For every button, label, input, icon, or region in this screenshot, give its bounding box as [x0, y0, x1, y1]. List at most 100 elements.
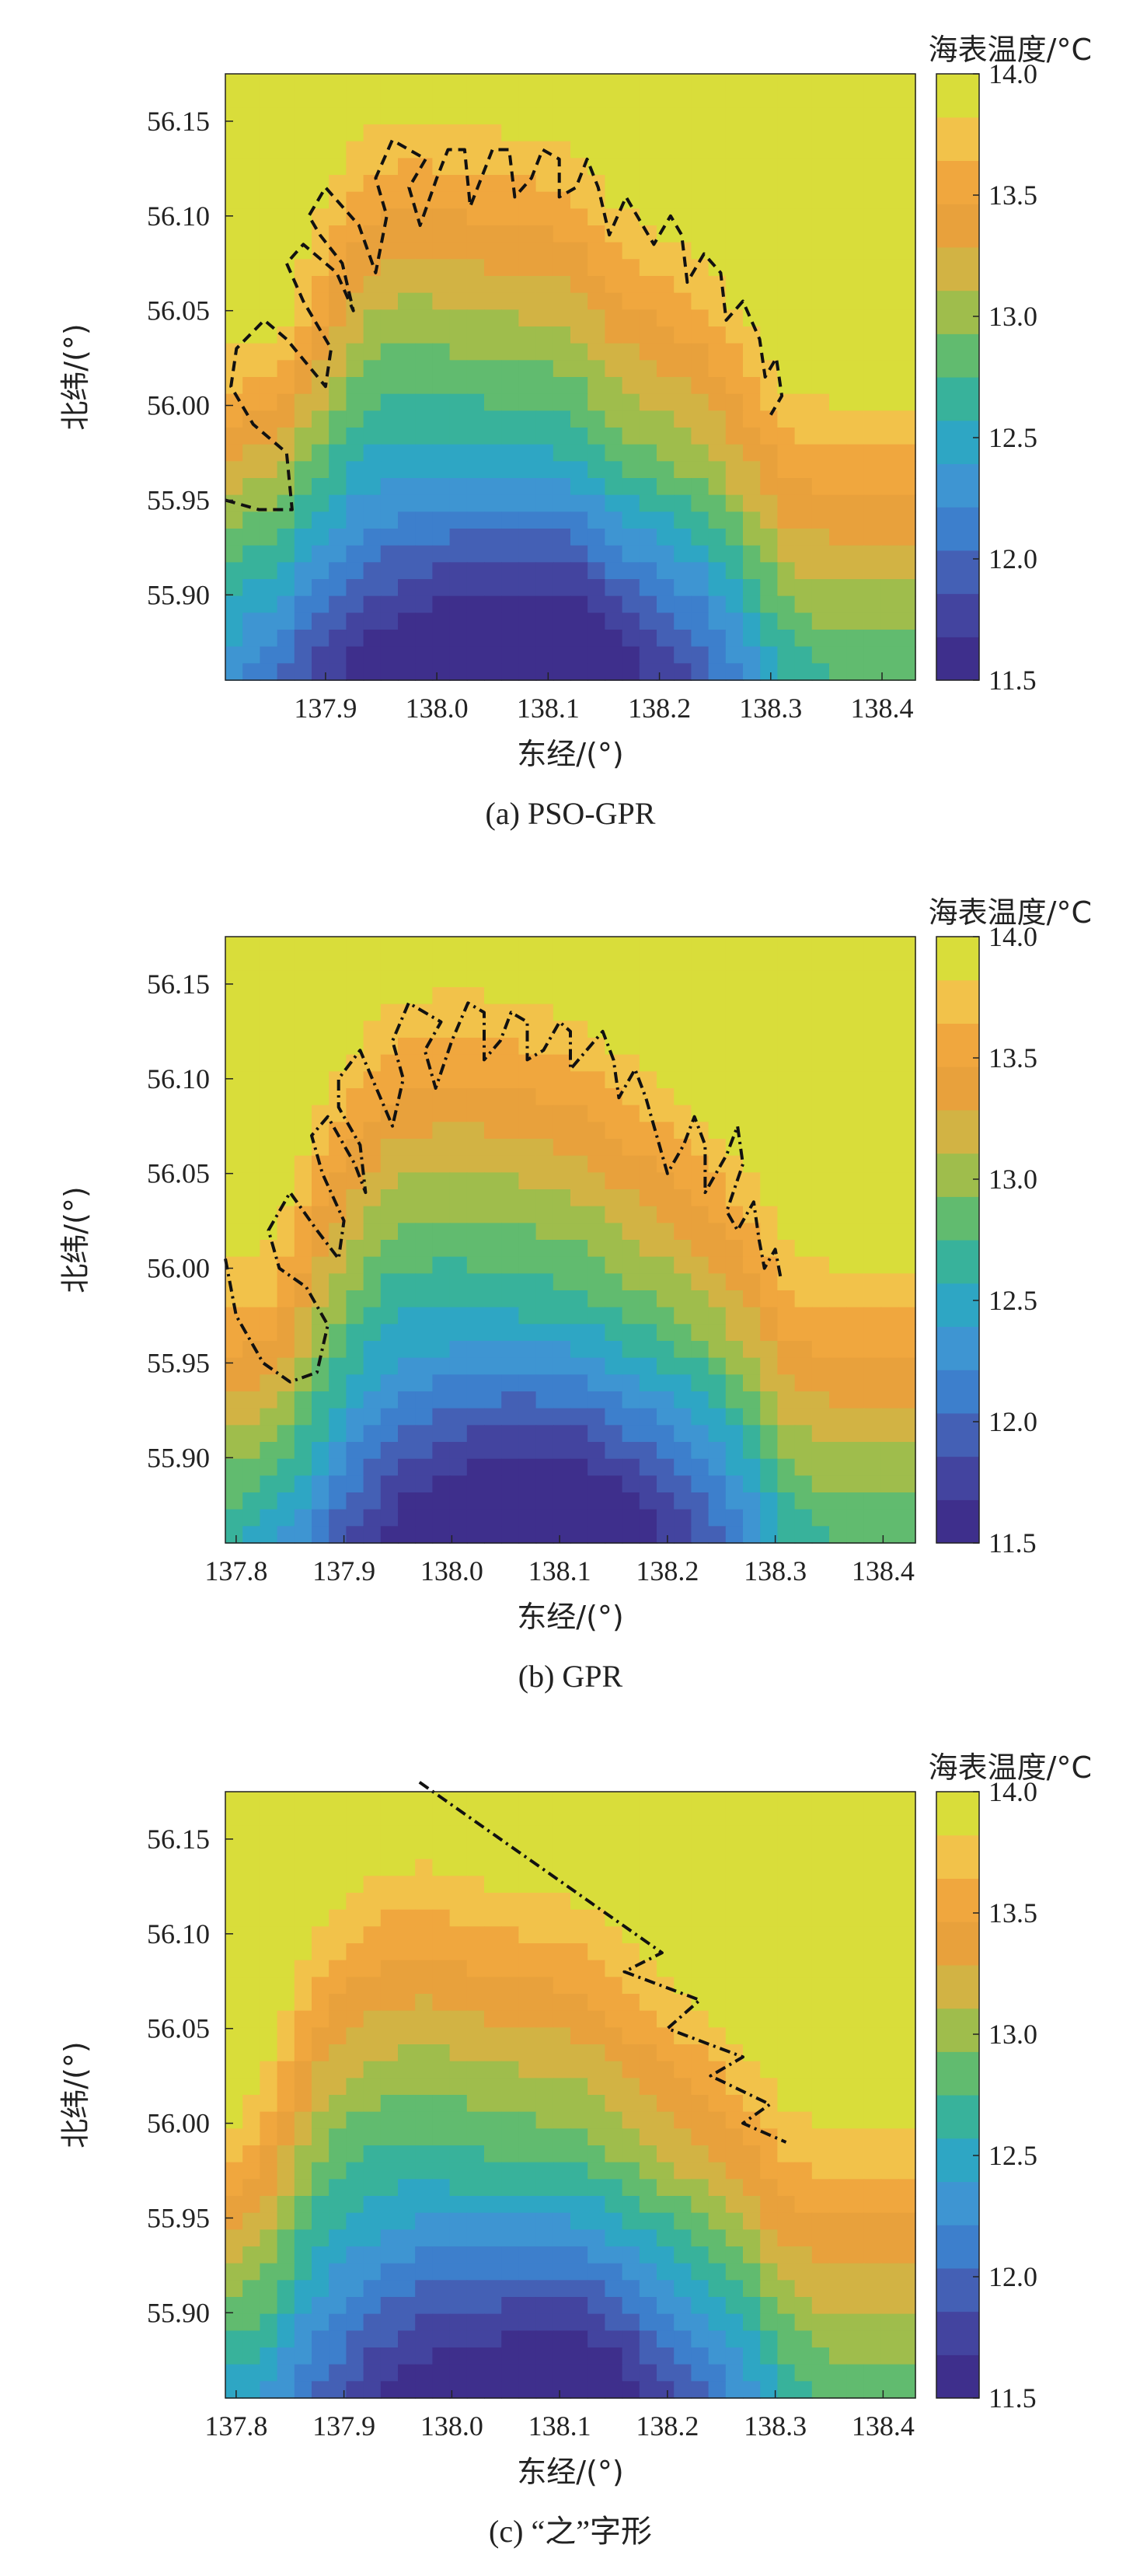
heatmap-cell [570, 276, 588, 294]
heatmap-cell [811, 1273, 830, 1291]
heatmap-cell [743, 646, 761, 665]
heatmap-cell [432, 2061, 451, 2079]
heatmap-cell [535, 1341, 554, 1359]
heatmap-cell [466, 1223, 485, 1241]
heatmap-cell [294, 2263, 312, 2281]
heatmap-cell [570, 1071, 588, 1089]
heatmap-cell [898, 1893, 916, 1911]
heatmap-cell [449, 2078, 468, 2096]
heatmap-cell [605, 377, 623, 395]
heatmap-cell [863, 1088, 882, 1106]
heatmap-cell [312, 1475, 329, 1493]
heatmap-cell [277, 2263, 295, 2281]
heatmap-cell [484, 2111, 502, 2130]
heatmap-cell [432, 1475, 451, 1493]
heatmap-cell [846, 1977, 865, 1995]
heatmap-cell [674, 1004, 692, 1022]
heatmap-cell [329, 2145, 347, 2163]
heatmap-cell [760, 1071, 779, 1089]
heatmap-cell [363, 1206, 382, 1224]
heatmap-cell [380, 461, 399, 479]
heatmap-cell [415, 2229, 434, 2247]
colorbar-tick-label: 13.0 [988, 301, 1037, 332]
heatmap-cell [863, 1994, 882, 2012]
heatmap-cell [587, 1155, 606, 1174]
heatmap-cell [674, 1054, 692, 1073]
heatmap-cell [863, 1893, 882, 1911]
heatmap-cell [777, 2027, 796, 2045]
heatmap-cell [760, 1442, 779, 1460]
heatmap-cell [312, 1977, 329, 1995]
heatmap-cell [398, 1509, 416, 1527]
heatmap-cell [535, 1408, 554, 1426]
heatmap-cell [880, 1893, 899, 1911]
heatmap-cell [725, 562, 744, 580]
heatmap-cell [570, 1509, 588, 1527]
heatmap-cell [639, 1307, 657, 1325]
heatmap-cell [553, 2179, 571, 2197]
heatmap-cell [553, 360, 571, 378]
heatmap-cell [312, 2280, 329, 2298]
heatmap-cell [657, 1994, 675, 2012]
heatmap-cell [570, 1172, 588, 1190]
heatmap-cell [587, 107, 606, 125]
heatmap-cell [501, 1425, 520, 1443]
heatmap-cell [622, 1172, 640, 1190]
heatmap-cell [242, 1926, 261, 1944]
heatmap-cell [294, 191, 312, 210]
heatmap-cell [777, 1038, 796, 1056]
heatmap-cell [380, 326, 399, 344]
heatmap-cell [863, 1105, 882, 1123]
heatmap-cell [363, 1374, 382, 1392]
x-tick-label: 138.1 [528, 1555, 591, 1586]
heatmap-cell [294, 1223, 312, 1241]
heatmap-cell [415, 2347, 434, 2365]
heatmap-cell [553, 494, 571, 513]
heatmap-cell [880, 1442, 899, 1460]
heatmap-cell [553, 1458, 571, 1477]
heatmap-cell [501, 1021, 520, 1038]
heatmap-cell [277, 1273, 295, 1291]
heatmap-cell [415, 1391, 434, 1409]
heatmap-cell [225, 1977, 243, 1995]
heatmap-cell [846, 1492, 865, 1510]
heatmap-cell [449, 90, 468, 109]
heatmap-cell [432, 2246, 451, 2264]
heatmap-cell [466, 1994, 485, 2012]
heatmap-cell [587, 2095, 606, 2113]
heatmap-cell [312, 1391, 329, 1409]
heatmap-cell [466, 1206, 485, 1224]
heatmap-cell [501, 2179, 520, 2197]
heatmap-cell [363, 158, 382, 176]
heatmap-cell [760, 970, 779, 988]
heatmap-cell [398, 1960, 416, 1978]
heatmap-cell [398, 393, 416, 412]
heatmap-cell [846, 2330, 865, 2348]
heatmap-cell [811, 1808, 830, 1827]
heatmap-cell [622, 494, 640, 513]
heatmap-cell [501, 2162, 520, 2180]
heatmap-cell [639, 242, 657, 260]
heatmap-cell [535, 2313, 554, 2332]
heatmap-cell [829, 1492, 847, 1510]
heatmap-cell [501, 1054, 520, 1073]
heatmap-cell [449, 1425, 468, 1443]
heatmap-cell [415, 2196, 434, 2214]
heatmap-cell [794, 326, 813, 344]
heatmap-cell [898, 1859, 916, 1877]
heatmap-cell [898, 1054, 916, 1073]
heatmap-cell [277, 1391, 295, 1409]
heatmap-cell [346, 1391, 364, 1409]
heatmap-cell [466, 2128, 485, 2146]
heatmap-cell [294, 595, 312, 614]
heatmap-cell [760, 1155, 779, 1174]
heatmap-cell [415, 2364, 434, 2382]
heatmap-cell [553, 511, 571, 529]
heatmap-cell [811, 2111, 830, 2130]
heatmap-cell [760, 2111, 779, 2130]
heatmap-cell [225, 511, 243, 529]
heatmap-cell [363, 595, 382, 614]
heatmap-cell [518, 2330, 537, 2348]
heatmap-cell [346, 2347, 364, 2365]
heatmap-cell [777, 613, 796, 630]
